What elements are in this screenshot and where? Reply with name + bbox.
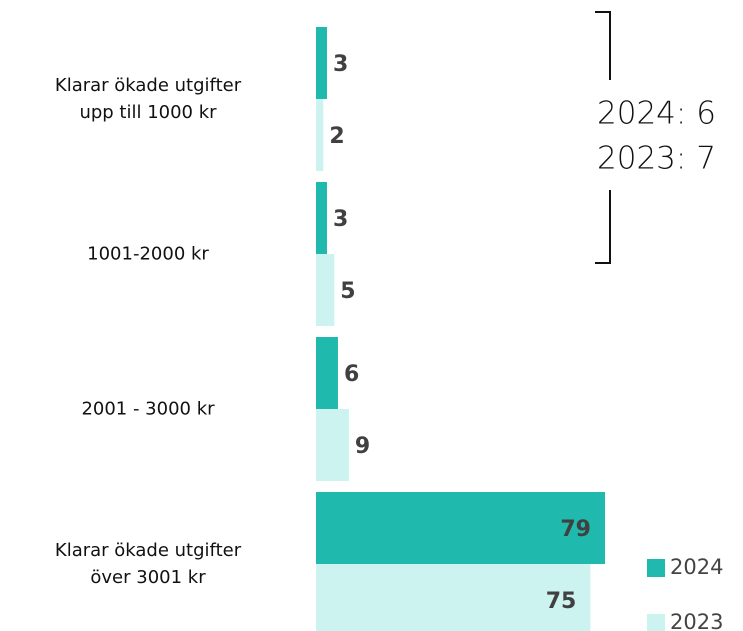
bar xyxy=(316,492,605,564)
category-label: Klarar ökade utgifter upp till 1000 kr xyxy=(54,75,242,123)
value-label: 3 xyxy=(333,52,348,77)
value-label: 9 xyxy=(355,434,370,459)
value-label: 5 xyxy=(340,279,355,304)
annotation: 2023: 7 xyxy=(597,141,716,177)
value-label: 3 xyxy=(333,207,348,232)
legend-swatch xyxy=(647,559,665,577)
bar xyxy=(316,27,327,99)
bar xyxy=(316,564,591,631)
bar xyxy=(316,254,335,326)
bar xyxy=(316,337,338,409)
value-label: 6 xyxy=(344,362,359,387)
value-label: 75 xyxy=(546,589,577,614)
legend-label: 2024 xyxy=(670,555,723,579)
legend-label: 2023 xyxy=(670,610,723,631)
annotation: 2024: 6 xyxy=(597,96,716,132)
category-label: 1001-2000 kr xyxy=(87,243,209,265)
bar xyxy=(316,409,349,481)
bar xyxy=(316,182,327,254)
category-label: Klarar ökade utgifter över 3001 kr xyxy=(54,540,242,588)
value-label: 2 xyxy=(329,124,344,149)
legend-swatch xyxy=(647,614,665,631)
value-label: 79 xyxy=(560,517,591,542)
bracket xyxy=(595,11,611,264)
category-label: 2001 - 3000 kr xyxy=(81,398,215,420)
bar xyxy=(316,99,324,171)
